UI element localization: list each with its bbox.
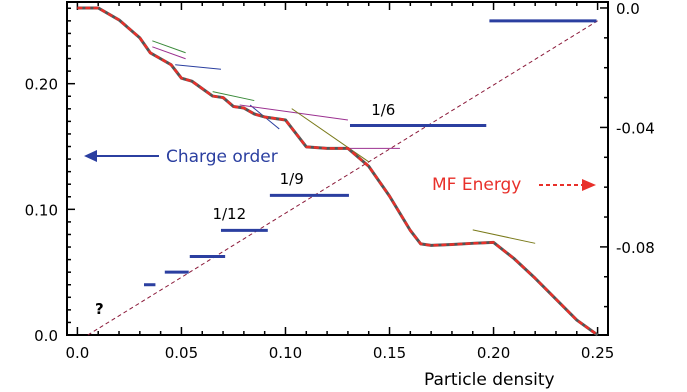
fit-line — [472, 229, 536, 244]
fit-line — [291, 108, 369, 163]
charge-order-arrowhead — [84, 150, 97, 162]
charge-order-steps-layer — [143, 19, 597, 287]
x-tick-labels: 0.0 0.05 0.10 0.15 0.20 0.25 — [65, 344, 614, 362]
x-tick-label: 0.0 — [65, 344, 89, 362]
step-label: 1/9 — [280, 170, 304, 188]
plot-frame — [66, 1, 609, 336]
right-tick-labels: 0.0 -0.04 -0.08 — [616, 0, 655, 257]
mf-energy-label: MF Energy — [432, 175, 521, 195]
x-tick-label: 0.15 — [373, 344, 406, 362]
annotations: Charge order MF Energy ? 1/6 1/9 1/12 — [84, 101, 596, 318]
step-label: 1/12 — [212, 205, 246, 223]
x-tick-label: 0.25 — [581, 344, 614, 362]
x-tick-label: 0.10 — [269, 344, 302, 362]
left-tick-label: 0.20 — [25, 76, 58, 94]
reference-diagonal-line — [87, 20, 598, 336]
x-tick-label: 0.05 — [165, 344, 198, 362]
fit-line — [239, 104, 348, 121]
reference-line-layer — [87, 20, 598, 336]
charge-order-label: Charge order — [166, 147, 278, 167]
left-tick-label: 0.10 — [25, 201, 58, 219]
left-tick-label: 0.0 — [34, 327, 58, 345]
fit-line — [212, 91, 255, 102]
right-tick-label: -0.04 — [616, 119, 655, 137]
fit-line — [152, 40, 186, 54]
right-tick-label: -0.08 — [616, 239, 655, 257]
energy-curve-layer — [77, 6, 599, 337]
fit-line — [175, 64, 222, 70]
mf-energy-arrowhead — [582, 179, 596, 191]
right-tick-label: 0.0 — [616, 0, 640, 18]
step-labels: 1/6 1/9 1/12 — [212, 101, 395, 223]
question-mark: ? — [95, 300, 104, 318]
energy-curve — [77, 6, 599, 337]
left-tick-labels: 0.0 0.10 0.20 — [25, 76, 58, 345]
tick-marks — [67, 2, 608, 336]
x-tick-label: 0.20 — [477, 344, 510, 362]
fit-line — [152, 46, 186, 60]
fit-lines-layer — [152, 40, 536, 244]
x-axis-label: Particle density — [424, 370, 555, 390]
step-label: 1/6 — [371, 101, 395, 119]
